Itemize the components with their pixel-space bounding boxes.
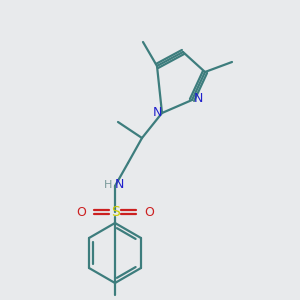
Text: N: N: [114, 178, 124, 191]
Text: O: O: [76, 206, 86, 218]
Text: H: H: [104, 180, 112, 190]
Text: N: N: [152, 106, 162, 119]
Text: O: O: [144, 206, 154, 218]
Text: N: N: [193, 92, 203, 106]
Text: S: S: [111, 205, 119, 219]
